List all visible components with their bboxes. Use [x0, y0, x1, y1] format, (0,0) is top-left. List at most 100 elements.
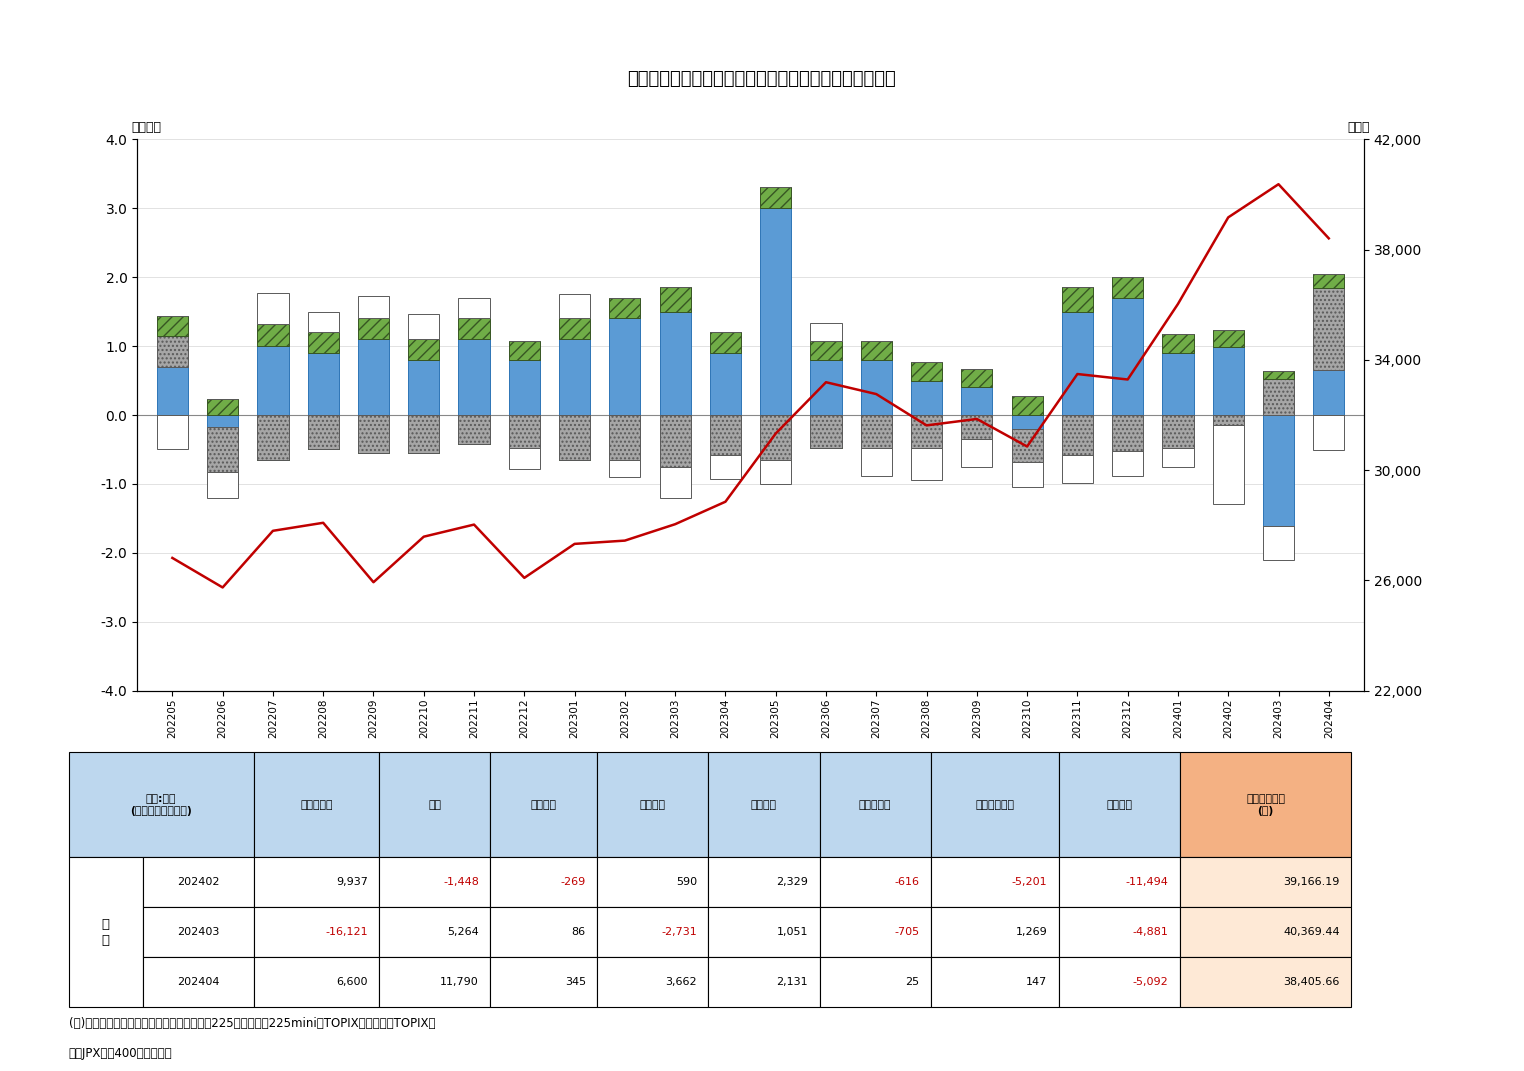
Bar	[358, 297, 389, 318]
Text: 〈兆円〉: 〈兆円〉	[131, 121, 162, 134]
Bar	[258, 293, 288, 325]
Bar	[760, 416, 791, 459]
FancyBboxPatch shape	[1180, 957, 1352, 1007]
FancyBboxPatch shape	[379, 957, 491, 1007]
Text: 証券会社: 証券会社	[530, 800, 556, 810]
Bar	[911, 380, 942, 416]
FancyBboxPatch shape	[931, 907, 1059, 957]
Bar	[1012, 396, 1042, 416]
FancyBboxPatch shape	[255, 957, 379, 1007]
Bar	[308, 416, 338, 450]
Text: (注)現物は東証・名証の二市場、先物は日経225先物、日経225mini、TOPIX先物、ミニTOPIX先: (注)現物は東証・名証の二市場、先物は日経225先物、日経225mini、TOP…	[69, 1017, 434, 1030]
FancyBboxPatch shape	[1180, 857, 1352, 907]
Text: 単位:億円
(億円未満切り捨て): 単位:億円 (億円未満切り捨て)	[131, 794, 192, 816]
Text: -5,092: -5,092	[1132, 977, 1169, 986]
Bar	[157, 416, 187, 450]
Text: 345: 345	[565, 977, 585, 986]
Text: 1,269: 1,269	[1017, 927, 1047, 937]
FancyBboxPatch shape	[143, 907, 255, 957]
Text: 1,051: 1,051	[777, 927, 808, 937]
Text: 生保・損保: 生保・損保	[860, 800, 892, 810]
Text: 11,790: 11,790	[440, 977, 479, 986]
Text: -705: -705	[895, 927, 919, 937]
Bar	[358, 318, 389, 340]
Bar	[1263, 526, 1294, 560]
FancyBboxPatch shape	[69, 752, 255, 857]
Bar	[811, 416, 841, 448]
Bar	[1314, 416, 1344, 450]
Text: -16,121: -16,121	[325, 927, 367, 937]
FancyBboxPatch shape	[379, 752, 491, 857]
Bar	[1062, 416, 1093, 455]
Bar	[760, 208, 791, 416]
Text: 202404: 202404	[177, 977, 219, 986]
Text: 590: 590	[675, 877, 696, 887]
Bar	[610, 298, 640, 318]
Bar	[408, 315, 439, 340]
Bar	[610, 459, 640, 477]
Bar	[459, 416, 489, 444]
Bar	[710, 332, 741, 353]
Text: 信託銀行: 信託銀行	[1106, 800, 1132, 810]
Bar	[1263, 379, 1294, 416]
Bar	[459, 298, 489, 318]
FancyBboxPatch shape	[931, 857, 1059, 907]
Text: 147: 147	[1026, 977, 1047, 986]
FancyBboxPatch shape	[709, 957, 820, 1007]
Bar	[1062, 312, 1093, 416]
FancyBboxPatch shape	[1059, 957, 1180, 1007]
FancyBboxPatch shape	[1059, 857, 1180, 907]
Text: 5,264: 5,264	[447, 927, 479, 937]
Bar	[1163, 353, 1193, 416]
Bar	[1213, 347, 1244, 416]
Bar	[408, 340, 439, 360]
Bar	[861, 360, 892, 416]
Bar	[1012, 428, 1042, 462]
FancyBboxPatch shape	[597, 907, 709, 957]
Bar	[1163, 334, 1193, 353]
Text: -2,731: -2,731	[661, 927, 696, 937]
FancyBboxPatch shape	[597, 957, 709, 1007]
FancyBboxPatch shape	[597, 857, 709, 907]
FancyBboxPatch shape	[491, 907, 597, 957]
Text: -11,494: -11,494	[1126, 877, 1169, 887]
Bar	[559, 340, 590, 416]
Bar	[811, 360, 841, 416]
FancyBboxPatch shape	[820, 752, 931, 857]
Bar	[962, 439, 992, 467]
FancyBboxPatch shape	[69, 857, 143, 1007]
Text: 3,662: 3,662	[666, 977, 696, 986]
FancyBboxPatch shape	[709, 857, 820, 907]
Bar	[157, 316, 187, 335]
Bar	[760, 187, 791, 208]
Bar	[1113, 416, 1143, 451]
Bar	[962, 388, 992, 416]
Bar	[207, 427, 238, 472]
Text: 6,600: 6,600	[337, 977, 367, 986]
Bar	[509, 416, 539, 448]
Bar	[509, 342, 539, 360]
Bar	[509, 448, 539, 469]
Bar	[811, 342, 841, 360]
Bar	[1314, 288, 1344, 369]
Text: 40,369.44: 40,369.44	[1283, 927, 1340, 937]
Bar	[660, 416, 690, 467]
Text: 都銀・地銀等: 都銀・地銀等	[975, 800, 1015, 810]
Bar	[1163, 416, 1193, 448]
FancyBboxPatch shape	[491, 857, 597, 907]
Bar	[962, 368, 992, 388]
Legend: 海外投資家, 個人, 事業法人, 信託銀行, 日経平均株価〈右軸〉: 海外投資家, 個人, 事業法人, 信託銀行, 日経平均株価〈右軸〉	[192, 818, 509, 862]
Text: 投資信託: 投資信託	[640, 800, 666, 810]
Text: 38,405.66: 38,405.66	[1283, 977, 1340, 986]
Bar	[358, 340, 389, 416]
Bar	[1163, 448, 1193, 467]
FancyBboxPatch shape	[143, 957, 255, 1007]
Bar	[207, 416, 238, 427]
Text: -1,448: -1,448	[443, 877, 479, 887]
Text: 月
次: 月 次	[102, 918, 110, 947]
Bar	[157, 366, 187, 416]
Text: 2,131: 2,131	[777, 977, 808, 986]
Bar	[660, 467, 690, 498]
Text: 202402: 202402	[177, 877, 219, 887]
Text: -5,201: -5,201	[1012, 877, 1047, 887]
